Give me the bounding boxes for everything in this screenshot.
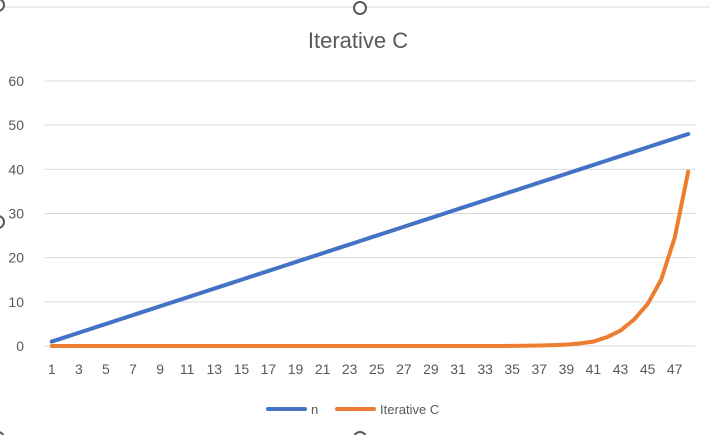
x-tick-label: 35 xyxy=(504,361,520,377)
x-tick-label: 41 xyxy=(586,361,602,377)
x-tick-label: 11 xyxy=(180,361,195,377)
chart-title: Iterative C xyxy=(308,28,408,53)
y-tick-label: 40 xyxy=(8,161,24,177)
series-lines xyxy=(49,132,691,348)
x-tick-label: 31 xyxy=(450,361,466,377)
x-tick-label: 15 xyxy=(234,361,250,377)
x-tick-label: 5 xyxy=(102,361,110,377)
resize-handle-top-middle[interactable] xyxy=(353,1,367,15)
y-tick-label: 60 xyxy=(8,73,24,89)
y-tick-label: 50 xyxy=(8,117,24,133)
resize-handle-bottom-left[interactable] xyxy=(0,431,5,435)
x-tick-label: 3 xyxy=(75,361,83,377)
x-tick-label: 17 xyxy=(261,361,277,377)
x-tick-label: 21 xyxy=(315,361,331,377)
x-tick-label: 39 xyxy=(559,361,575,377)
x-tick-label: 27 xyxy=(396,361,412,377)
x-tick-label: 9 xyxy=(156,361,164,377)
x-tick-label: 25 xyxy=(369,361,385,377)
x-tick-label: 1 xyxy=(48,361,56,377)
x-tick-label: 13 xyxy=(206,361,222,377)
y-axis-tick-labels: 0 10 20 30 40 50 60 xyxy=(8,73,24,354)
x-axis-tick-labels: 1 3 5 7 9 11 13 15 17 19 21 23 25 27 29 31 33 35 37 39 41 43 4… xyxy=(48,361,683,377)
y-tick-label: 20 xyxy=(8,250,24,266)
legend-label: Iterative C xyxy=(380,402,439,417)
gridlines xyxy=(45,80,695,347)
series-line-n[interactable] xyxy=(49,132,691,344)
y-tick-label: 10 xyxy=(8,294,24,310)
series-line-iterative-c[interactable] xyxy=(49,169,691,348)
x-tick-label: 37 xyxy=(531,361,547,377)
resize-handle-middle-left[interactable] xyxy=(0,215,5,229)
resize-handle-bottom-middle[interactable] xyxy=(353,431,367,435)
x-tick-label: 47 xyxy=(667,361,683,377)
x-tick-label: 45 xyxy=(640,361,656,377)
legend-label: n xyxy=(311,402,318,417)
x-tick-label: 43 xyxy=(613,361,629,377)
x-tick-label: 33 xyxy=(477,361,493,377)
x-tick-label: 29 xyxy=(423,361,439,377)
legend: n Iterative C xyxy=(266,402,439,417)
resize-handle-top-left[interactable] xyxy=(0,0,5,12)
x-tick-label: 23 xyxy=(342,361,358,377)
x-tick-label: 7 xyxy=(129,361,137,377)
x-tick-label: 19 xyxy=(288,361,304,377)
y-tick-label: 0 xyxy=(16,338,24,354)
y-tick-label: 30 xyxy=(8,206,24,222)
